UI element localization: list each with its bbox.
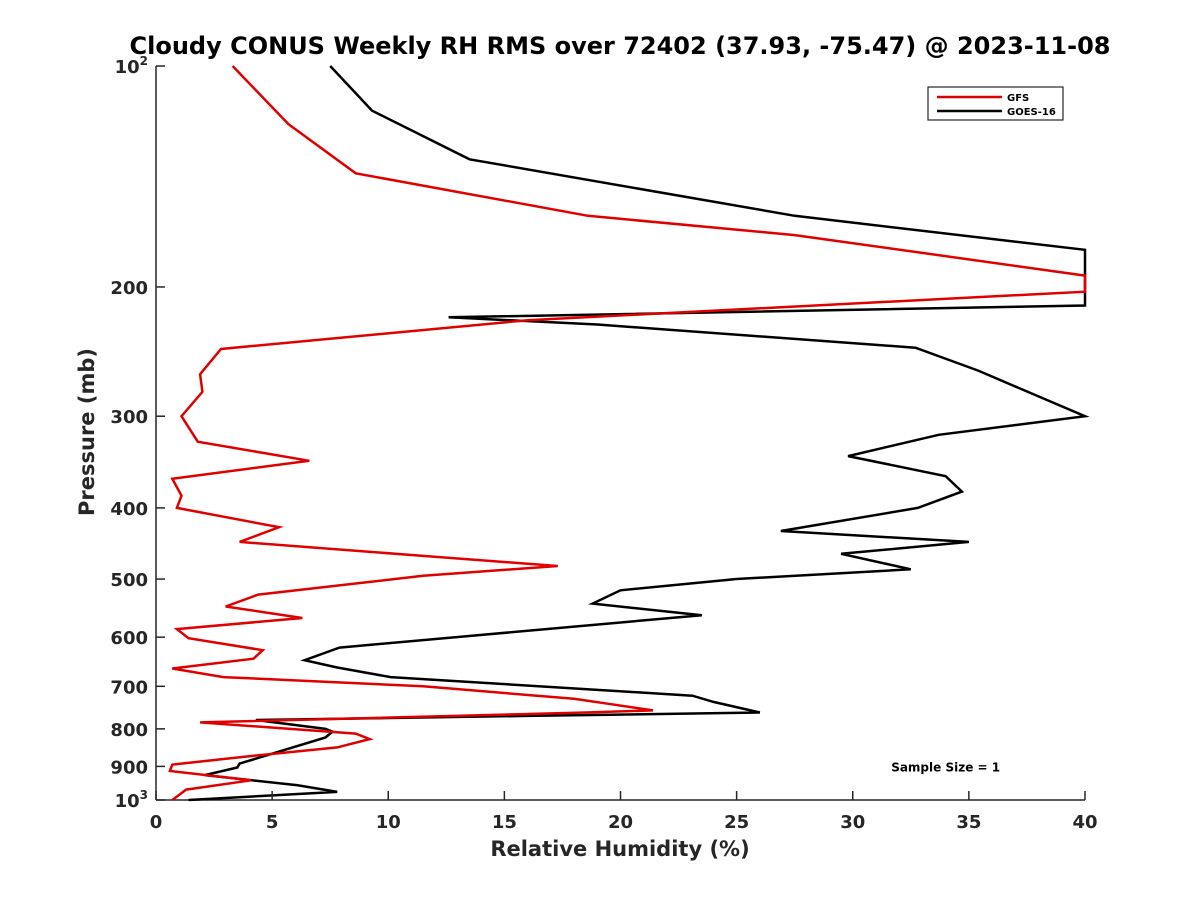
y-axis-label: Pressure (mb) — [75, 348, 99, 516]
x-tick-label: 25 — [724, 812, 749, 833]
y-tick-label: 200 — [110, 278, 148, 299]
series-layer — [168, 65, 1090, 802]
y-tick-label: 700 — [110, 677, 148, 698]
y-tick-label: 600 — [110, 628, 148, 649]
legend-label-gfs: GFS — [1007, 93, 1029, 104]
x-tick-label: 20 — [608, 812, 633, 833]
y-tick-label: 900 — [110, 757, 148, 778]
x-tick-label: 15 — [492, 812, 517, 833]
chart-title: Cloudy CONUS Weekly RH RMS over 72402 (3… — [130, 32, 1111, 60]
y-tick-label: 400 — [110, 499, 148, 520]
y-tick-label: 800 — [110, 720, 148, 741]
y-tick-label: 102 — [115, 54, 148, 78]
y-tick-label: 300 — [110, 407, 148, 428]
y-tick-label: 103 — [115, 788, 148, 812]
x-tick-label: 35 — [956, 812, 981, 833]
x-axis-ticks: 0 5 10 15 20 25 30 35 40 — [150, 791, 1098, 833]
y-tick-label: 500 — [110, 570, 148, 591]
x-tick-label: 30 — [840, 812, 865, 833]
legend: GFS GOES-16 — [927, 86, 1064, 121]
x-tick-label: 40 — [1072, 812, 1097, 833]
y-axis-ticks: 102 200 300 400 500 600 700 800 900 103 — [110, 54, 165, 812]
annotation-text: Sample Size = 1 — [891, 760, 1000, 774]
legend-box — [927, 86, 1064, 121]
series-line-gfs — [168, 65, 1087, 802]
x-tick-label: 0 — [150, 812, 163, 833]
x-tick-label: 5 — [266, 812, 279, 833]
x-axis-label: Relative Humidity (%) — [490, 837, 749, 861]
legend-label-goes-16: GOES-16 — [1007, 107, 1056, 118]
x-tick-label: 10 — [376, 812, 401, 833]
annotations: Sample Size = 1 — [891, 760, 1000, 774]
